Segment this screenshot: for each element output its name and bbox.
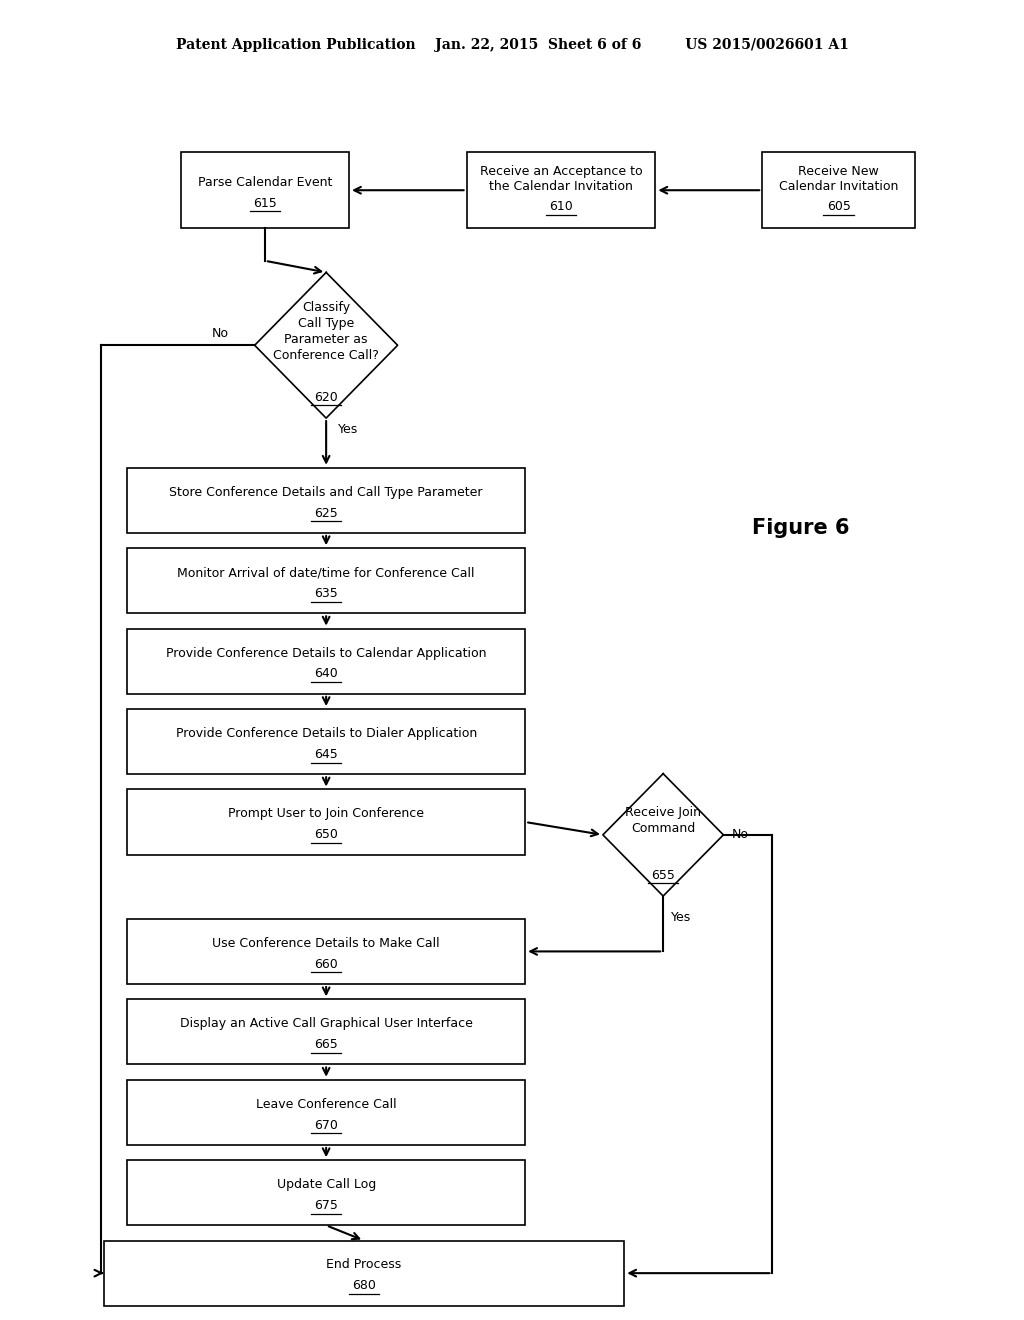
Text: No: No	[731, 829, 749, 841]
Text: Leave Conference Call: Leave Conference Call	[256, 1098, 396, 1110]
Polygon shape	[255, 272, 397, 418]
Polygon shape	[603, 774, 723, 896]
Text: 635: 635	[314, 587, 338, 601]
Bar	[762, 152, 915, 228]
Bar	[127, 999, 525, 1064]
Bar	[127, 1080, 525, 1144]
Text: Monitor Arrival of date/time for Conference Call: Monitor Arrival of date/time for Confere…	[177, 566, 475, 579]
Bar	[127, 709, 525, 775]
Bar	[127, 919, 525, 983]
Text: 660: 660	[314, 958, 338, 970]
Text: Parse Calendar Event: Parse Calendar Event	[198, 176, 332, 189]
Text: Provide Conference Details to Dialer Application: Provide Conference Details to Dialer App…	[175, 727, 477, 741]
Bar	[103, 1241, 625, 1305]
Text: End Process: End Process	[327, 1258, 401, 1271]
Text: Prompt User to Join Conference: Prompt User to Join Conference	[228, 808, 424, 820]
Bar	[127, 467, 525, 533]
Bar	[467, 152, 655, 228]
Text: Provide Conference Details to Calendar Application: Provide Conference Details to Calendar A…	[166, 647, 486, 660]
Text: No: No	[212, 327, 229, 341]
Text: 650: 650	[314, 829, 338, 841]
Text: 620: 620	[314, 391, 338, 404]
Text: Receive an Acceptance to
the Calendar Invitation: Receive an Acceptance to the Calendar In…	[479, 165, 642, 193]
Text: 670: 670	[314, 1118, 338, 1131]
Text: 625: 625	[314, 507, 338, 520]
Text: 665: 665	[314, 1038, 338, 1051]
Text: Store Conference Details and Call Type Parameter: Store Conference Details and Call Type P…	[169, 486, 483, 499]
Text: Yes: Yes	[672, 911, 691, 924]
Text: Patent Application Publication    Jan. 22, 2015  Sheet 6 of 6         US 2015/00: Patent Application Publication Jan. 22, …	[175, 38, 849, 51]
Text: 675: 675	[314, 1199, 338, 1212]
Text: 680: 680	[352, 1279, 376, 1292]
Text: 610: 610	[549, 201, 572, 213]
Bar	[127, 628, 525, 694]
Text: Receive New
Calendar Invitation: Receive New Calendar Invitation	[779, 165, 898, 193]
Text: Use Conference Details to Make Call: Use Conference Details to Make Call	[212, 937, 440, 950]
Text: 645: 645	[314, 748, 338, 760]
Text: Classify
Call Type
Parameter as
Conference Call?: Classify Call Type Parameter as Conferen…	[273, 301, 379, 362]
Text: 655: 655	[651, 869, 675, 882]
Bar	[127, 1160, 525, 1225]
Bar	[127, 789, 525, 854]
Text: Display an Active Call Graphical User Interface: Display an Active Call Graphical User In…	[179, 1018, 472, 1030]
Text: Update Call Log: Update Call Log	[276, 1177, 376, 1191]
Bar	[180, 152, 349, 228]
Text: 605: 605	[826, 201, 851, 213]
Text: 615: 615	[253, 197, 276, 210]
Text: Receive Join
Command: Receive Join Command	[625, 807, 701, 836]
Text: 640: 640	[314, 668, 338, 681]
Text: Figure 6: Figure 6	[752, 519, 850, 539]
Bar	[127, 548, 525, 614]
Text: Yes: Yes	[338, 424, 358, 437]
